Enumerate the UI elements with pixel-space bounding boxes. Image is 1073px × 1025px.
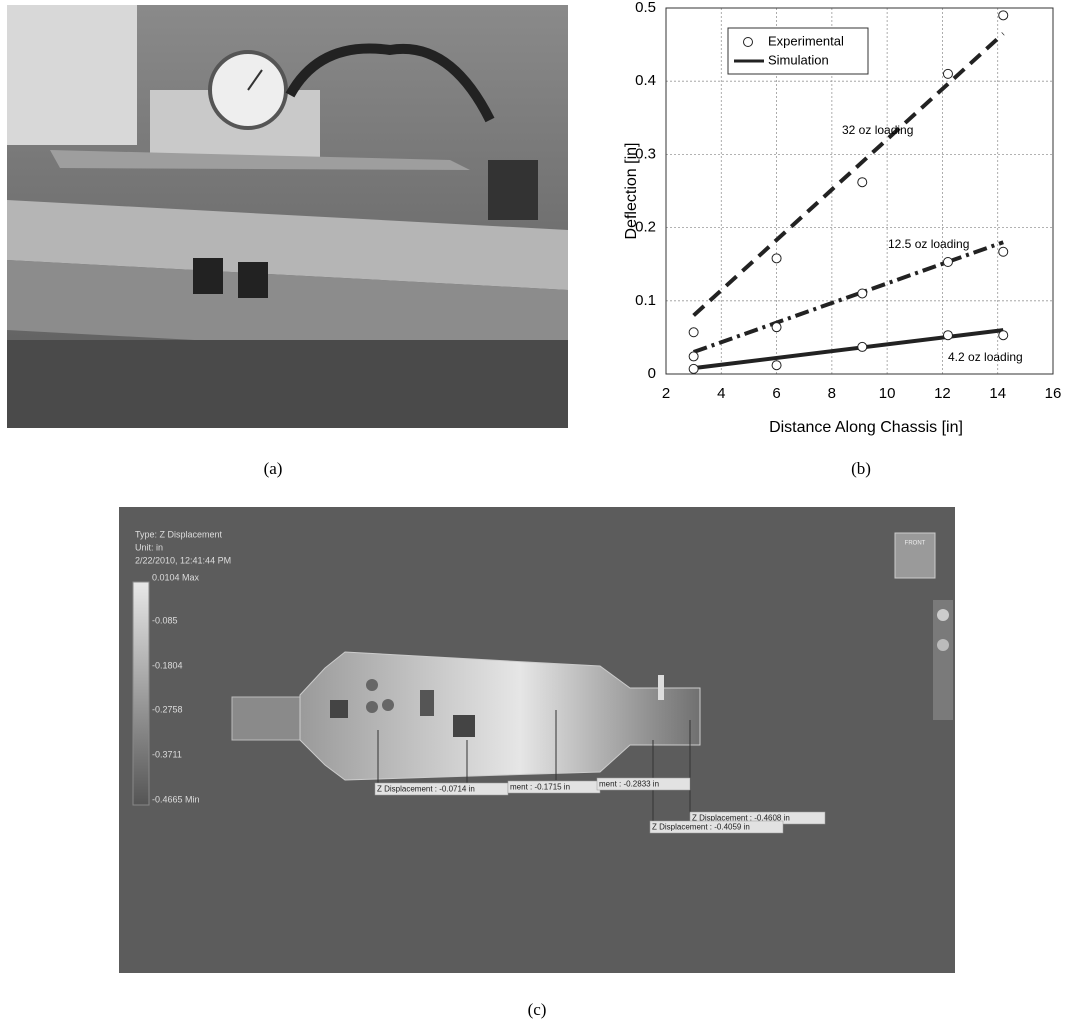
x-axis-label: Distance Along Chassis [in] bbox=[769, 419, 963, 436]
probe-label: Z Displacement : -0.0714 in bbox=[377, 785, 475, 794]
series-annotation: 12.5 oz loading bbox=[888, 237, 969, 251]
experimental-point bbox=[688, 351, 699, 362]
legend-marker bbox=[743, 37, 753, 47]
x-tick-label: 10 bbox=[879, 385, 896, 402]
x-tick-label: 16 bbox=[1045, 385, 1062, 402]
result-header: Unit: in bbox=[135, 542, 163, 552]
colorbar-label: -0.4665 Min bbox=[152, 794, 200, 804]
probe-label: Z Displacement : -0.4059 in bbox=[652, 823, 750, 832]
colorbar-label: 0.0104 Max bbox=[152, 572, 200, 582]
legend-box bbox=[727, 27, 869, 75]
experimental-point bbox=[942, 257, 953, 268]
y-tick-label: 0.4 bbox=[635, 72, 656, 89]
series-annotation: 4.2 oz loading bbox=[948, 350, 1023, 364]
experimental-point bbox=[771, 322, 782, 333]
series-annotation: 32 oz loading bbox=[842, 123, 913, 137]
probe-label: ment : -0.2833 in bbox=[599, 780, 659, 789]
experimental-point bbox=[857, 177, 868, 188]
caption: (c) bbox=[528, 1000, 547, 1019]
probe-box bbox=[649, 820, 784, 834]
result-header: Type: Z Displacement bbox=[135, 529, 223, 539]
experimental-point bbox=[857, 341, 868, 352]
experimental-point bbox=[998, 10, 1009, 21]
experimental-point bbox=[942, 68, 953, 79]
experimental-point bbox=[771, 360, 782, 371]
experimental-point bbox=[688, 363, 699, 374]
experimental-point bbox=[771, 253, 782, 264]
experimental-point bbox=[998, 246, 1009, 257]
y-tick-label: 0.5 bbox=[635, 0, 656, 16]
colorbar-label: -0.2758 bbox=[152, 704, 183, 714]
probe-label: ment : -0.1715 in bbox=[510, 783, 570, 792]
y-axis-label: Deflection [in] bbox=[623, 143, 640, 240]
photo bbox=[7, 5, 568, 428]
x-tick-label: 8 bbox=[828, 385, 836, 402]
result-header: 2/22/2010, 12:41:44 PM bbox=[135, 555, 231, 565]
probe-box bbox=[596, 777, 691, 791]
plot-frame bbox=[665, 7, 1054, 375]
legend-label: Simulation bbox=[768, 52, 829, 67]
y-tick-label: 0.1 bbox=[635, 292, 656, 309]
colorbar-label: -0.3711 bbox=[152, 749, 182, 759]
x-tick-label: 4 bbox=[717, 385, 725, 402]
caption: (a) bbox=[264, 459, 283, 478]
experimental-point bbox=[857, 288, 868, 299]
caption: (b) bbox=[851, 459, 871, 478]
chart: 2 4 6 8 10 12 14 16 0 0.1 0.2 0.3 0.4 0.5 32 oz loadin… bbox=[635, 0, 1061, 402]
viewcube-label: FRONT bbox=[905, 541, 926, 547]
experimental-point bbox=[942, 330, 953, 341]
x-tick-label: 12 bbox=[934, 385, 951, 402]
y-tick-label: 0.2 bbox=[635, 219, 656, 236]
colorbar-label: -0.085 bbox=[152, 615, 178, 625]
simulation-line bbox=[692, 32, 1005, 317]
legend-label: Experimental bbox=[768, 33, 844, 48]
y-tick-label: 0.3 bbox=[635, 145, 656, 162]
y-tick-label: 0 bbox=[648, 365, 656, 382]
experimental-point bbox=[688, 327, 699, 338]
x-tick-label: 2 bbox=[662, 385, 670, 402]
fea-labels: Type: Z Displacement Unit: in 2/22/2010, 1… bbox=[135, 529, 826, 834]
probe-label: Z Displacement : -0.4608 in bbox=[692, 814, 790, 823]
x-tick-label: 6 bbox=[772, 385, 780, 402]
x-tick-label: 14 bbox=[989, 385, 1006, 402]
colorbar-label: -0.1804 bbox=[152, 660, 183, 670]
experimental-point bbox=[998, 330, 1009, 341]
fea-screenshot bbox=[119, 507, 955, 973]
